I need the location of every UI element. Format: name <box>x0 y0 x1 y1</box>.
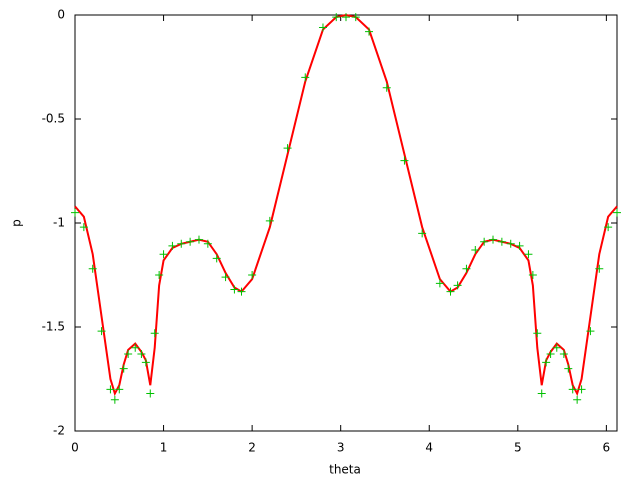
data-point <box>124 350 133 359</box>
data-point <box>351 13 360 22</box>
data-point <box>194 235 203 244</box>
data-point <box>382 83 391 92</box>
data-point <box>168 241 177 250</box>
y-tick-label: 0 <box>57 8 65 22</box>
data-point <box>462 264 471 273</box>
data-point <box>221 273 230 282</box>
y-tick-label: -1 <box>53 216 65 230</box>
data-point <box>186 237 195 246</box>
data-point <box>283 144 292 153</box>
data-point <box>552 343 561 352</box>
data-point <box>88 264 97 273</box>
data-point <box>301 73 310 82</box>
y-tick-label: -1.5 <box>42 320 65 334</box>
data-point <box>586 327 595 336</box>
data-point <box>119 364 128 373</box>
data-point <box>533 329 542 338</box>
data-point <box>237 287 246 296</box>
data-point <box>155 271 164 279</box>
x-tick-label: 4 <box>425 441 433 455</box>
data-point <box>564 364 573 373</box>
data-point <box>110 395 119 404</box>
data-point <box>342 13 350 22</box>
data-point <box>79 223 88 232</box>
plot-frame <box>74 14 618 432</box>
data-point <box>318 23 327 32</box>
data-point <box>418 229 427 238</box>
data-point <box>524 250 533 259</box>
data-point <box>528 271 537 279</box>
x-tick-label: 6 <box>603 441 611 455</box>
data-point <box>265 216 274 225</box>
data-point <box>115 385 124 394</box>
x-tick-label: 2 <box>248 441 256 455</box>
data-point <box>146 389 155 398</box>
x-tick-label: 5 <box>514 441 522 455</box>
data-point <box>150 329 159 338</box>
x-axis-label: theta <box>329 463 361 477</box>
data-point <box>159 250 168 259</box>
data-point <box>515 241 524 250</box>
x-tick-label: 3 <box>337 441 345 455</box>
data-point <box>332 13 341 22</box>
y-tick-label: -0.5 <box>42 112 65 126</box>
data-point <box>141 358 150 367</box>
y-axis-label: p <box>10 219 24 227</box>
data-point <box>97 327 106 336</box>
data-point <box>595 264 604 273</box>
data-point <box>400 156 409 165</box>
data-point <box>446 287 455 296</box>
data-point <box>177 239 186 248</box>
data-point <box>537 389 546 398</box>
data-point <box>568 385 577 394</box>
data-point <box>506 239 515 248</box>
data-point <box>559 350 568 359</box>
data-point <box>471 246 480 255</box>
data-point <box>542 358 551 367</box>
data-point <box>435 279 444 288</box>
data-point <box>480 237 489 246</box>
data-point <box>230 285 239 294</box>
data-point <box>453 281 462 290</box>
data-point <box>613 208 621 217</box>
x-tick-label: 1 <box>160 441 168 455</box>
data-line <box>74 13 618 397</box>
data-point <box>106 385 115 394</box>
data-point <box>546 350 555 359</box>
y-tick-label: -2 <box>53 424 65 438</box>
data-point <box>131 343 140 352</box>
data-point <box>71 208 79 217</box>
x-tick-label: 0 <box>71 441 79 455</box>
data-point <box>137 350 146 359</box>
data-point <box>203 239 212 248</box>
data-point <box>604 223 613 232</box>
data-point <box>577 385 586 394</box>
data-point <box>573 395 582 404</box>
data-point <box>248 271 257 279</box>
data-point <box>497 237 506 246</box>
data-point <box>212 254 221 263</box>
data-point <box>489 235 498 244</box>
data-point <box>365 27 374 36</box>
